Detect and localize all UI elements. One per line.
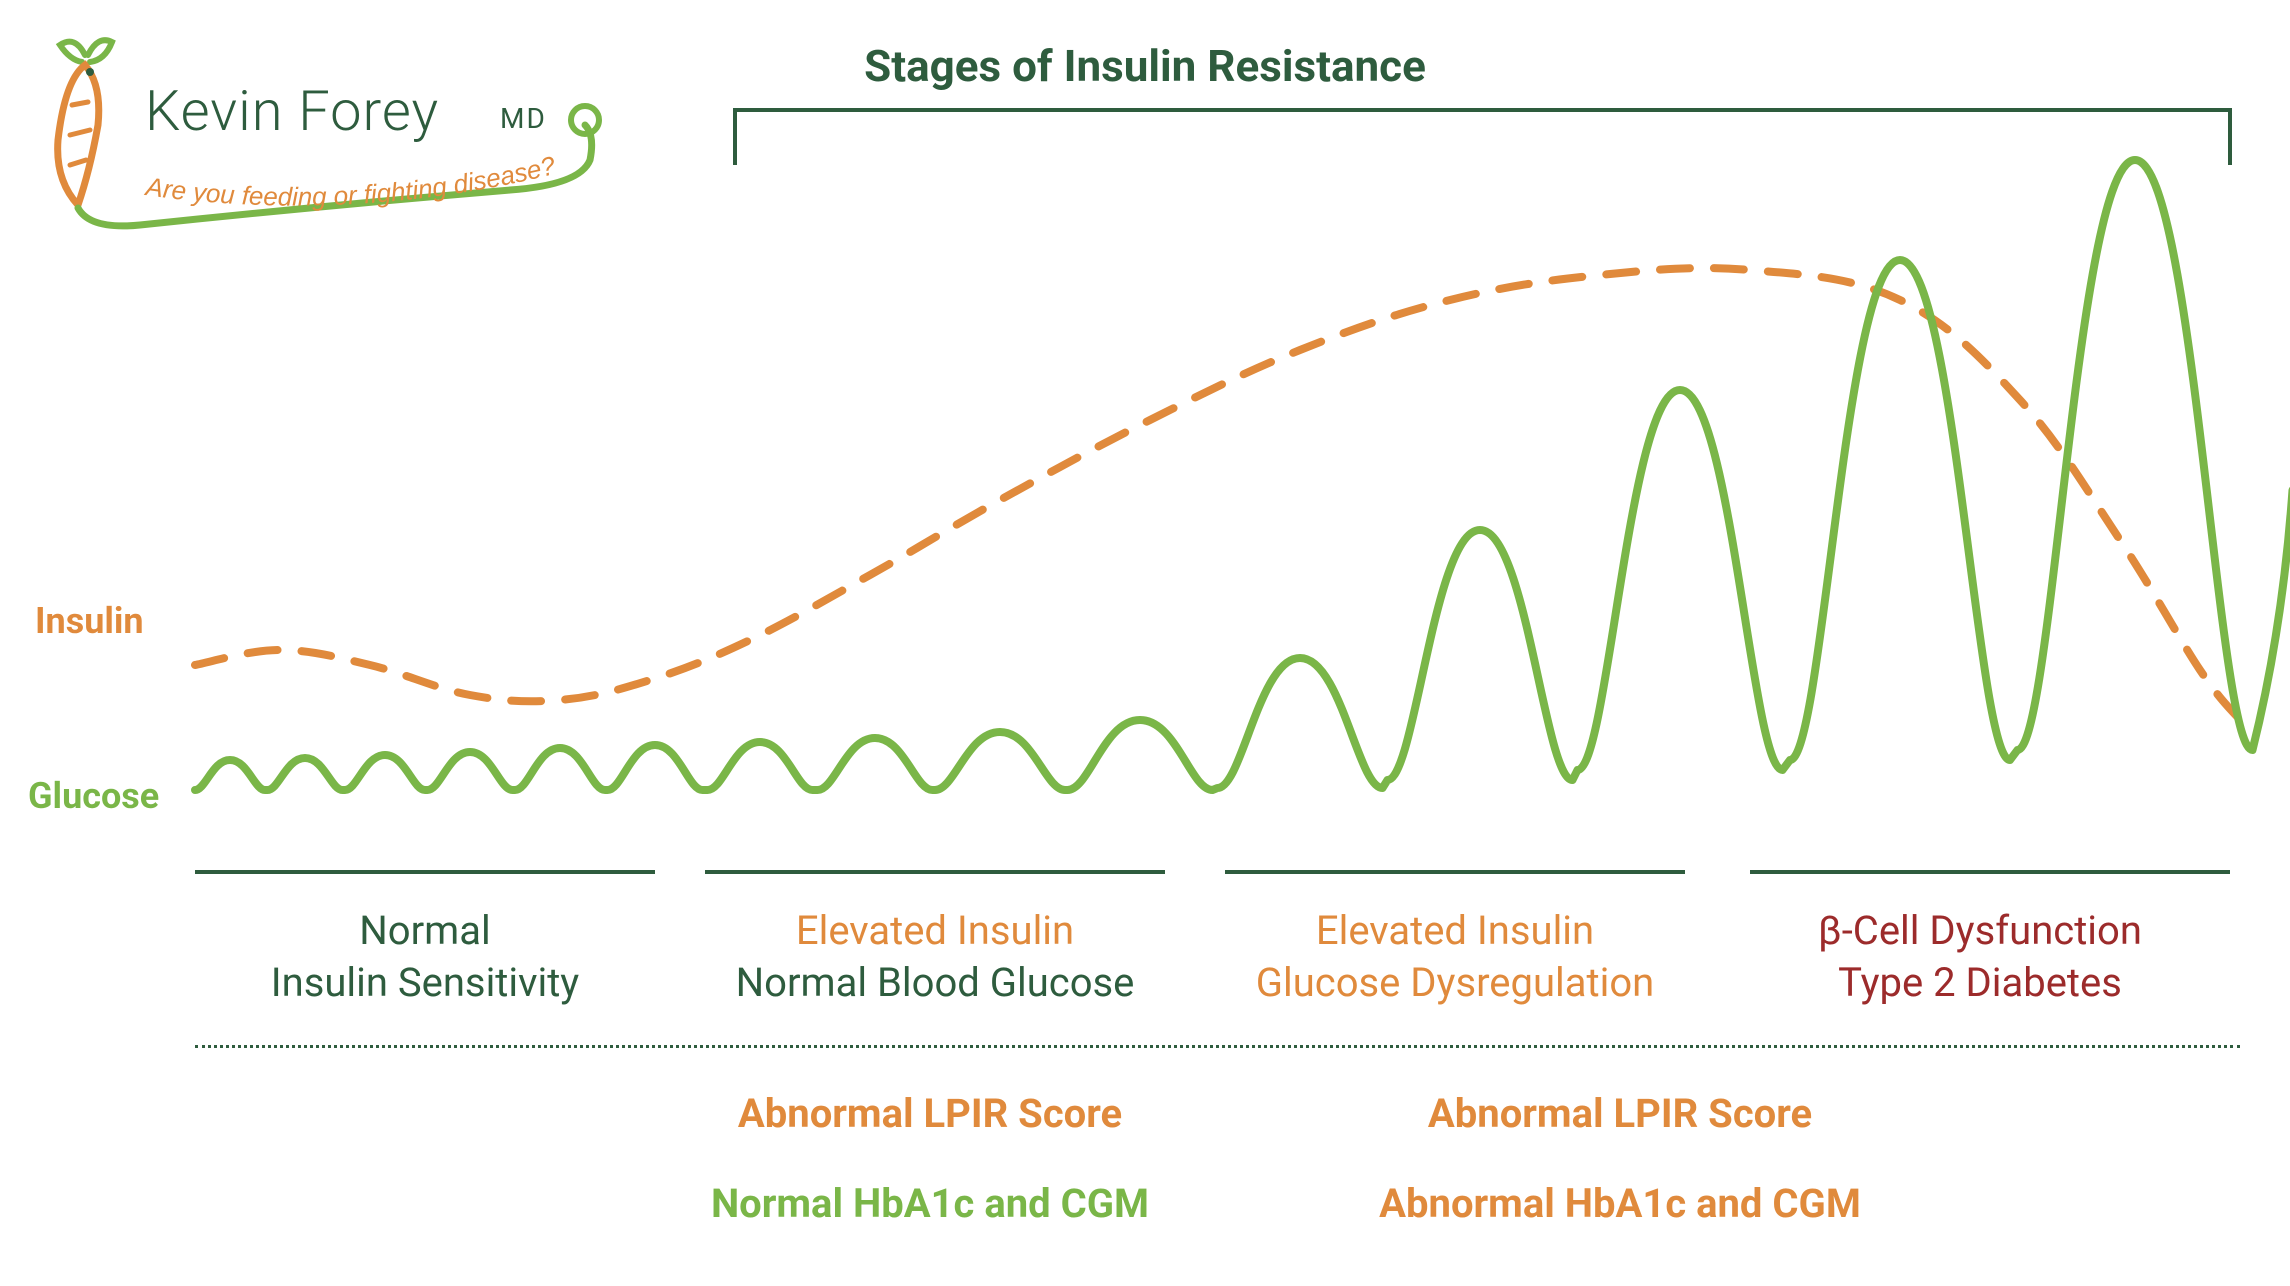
carrot-icon: [58, 40, 112, 205]
logo-tagline: Are you feeding or fighting disease?: [142, 150, 559, 212]
stage-label-line1: Elevated Insulin: [1160, 905, 1750, 957]
stage-label-line2: Normal Blood Glucose: [640, 957, 1230, 1009]
stage-label-line2: Type 2 Diabetes: [1700, 957, 2260, 1009]
stage-label-line2: Insulin Sensitivity: [145, 957, 705, 1009]
indicator-text: Abnormal LPIR Score: [1310, 1090, 1930, 1137]
axis-label-insulin: Insulin: [35, 600, 144, 642]
stage-label-line2: Glucose Dysregulation: [1160, 957, 1750, 1009]
axis-label-glucose: Glucose: [28, 775, 159, 817]
stage-label: Elevated InsulinNormal Blood Glucose: [640, 905, 1230, 1009]
indicator-text: Abnormal LPIR Score: [620, 1090, 1240, 1137]
logo-credential: MD: [500, 102, 547, 135]
stages-bracket: [735, 110, 2230, 165]
stage-label: β-Cell DysfunctionType 2 Diabetes: [1700, 905, 2260, 1009]
stage-label-line1: Normal: [145, 905, 705, 957]
indicator-text: Normal HbA1c and CGM: [600, 1180, 1260, 1227]
stage-label: Elevated InsulinGlucose Dysregulation: [1160, 905, 1750, 1009]
dotted-divider: [195, 1045, 2240, 1048]
stage-label-line1: Elevated Insulin: [640, 905, 1230, 957]
indicator-text: Abnormal HbA1c and CGM: [1290, 1180, 1950, 1227]
stage-label-line1: β-Cell Dysfunction: [1700, 905, 2260, 957]
stage-divider: [1750, 870, 2230, 874]
insulin-curve: [195, 268, 2240, 720]
stage-divider: [195, 870, 655, 874]
stage-label: NormalInsulin Sensitivity: [145, 905, 705, 1009]
glucose-curve: [195, 160, 2290, 790]
page-title: Stages of Insulin Resistance: [445, 40, 1845, 92]
stage-divider: [1225, 870, 1685, 874]
stage-divider: [705, 870, 1165, 874]
logo-name-text: Kevin Forey: [145, 78, 439, 144]
